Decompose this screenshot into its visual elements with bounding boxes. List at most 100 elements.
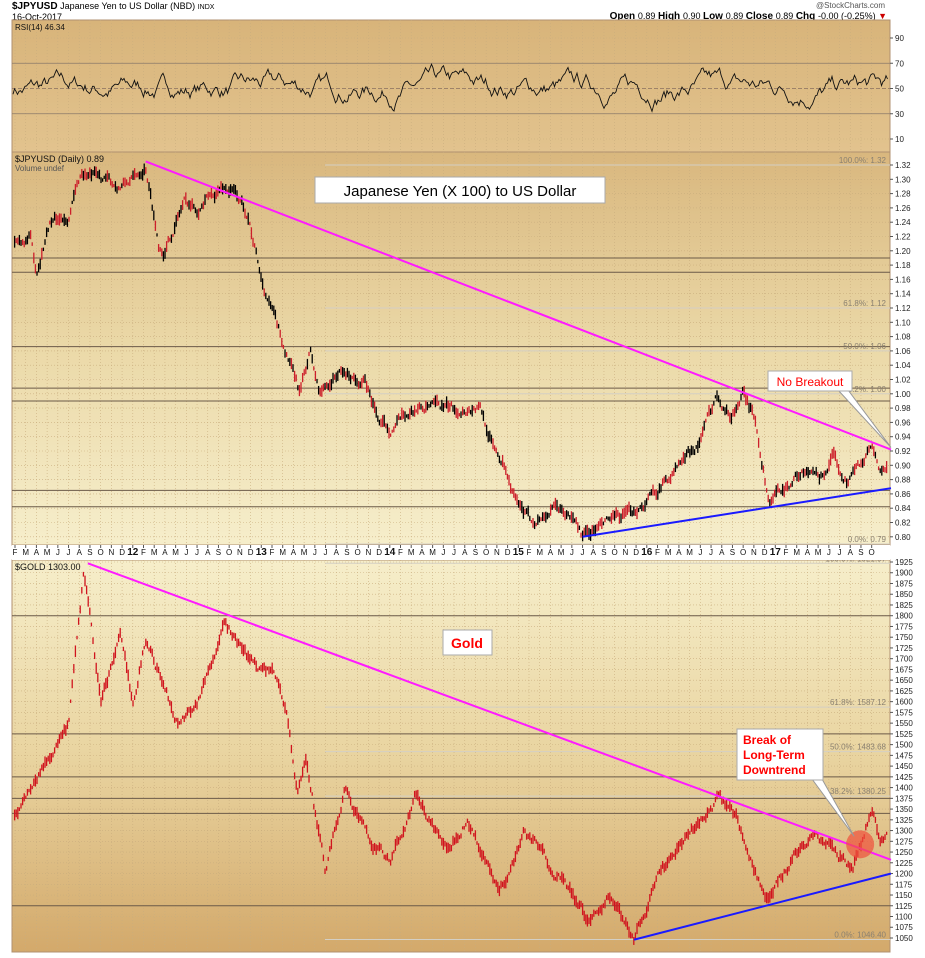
x-tick-label: F [13,548,18,557]
x-tick-label: J [441,548,445,557]
x-tick-label: A [805,548,811,557]
x-tick-label: O [355,548,361,557]
y-tick-label: 1.30 [895,175,911,184]
y-tick-label: 1925 [895,558,913,567]
y-tick-label: 0.96 [895,418,911,427]
y-tick-label: 1550 [895,719,913,728]
x-tick-label: J [838,548,842,557]
series-label: $JPYUSD (Daily) 0.89 [15,154,104,164]
quote-summary: Open 0.89 High 0.90 Low 0.89 Close 0.89 … [610,11,887,22]
x-tick-label: D [376,548,382,557]
x-tick-label: M [301,548,308,557]
x-tick-label: A [719,548,725,557]
x-tick-label: F [141,548,146,557]
pink-trendline [87,562,892,861]
x-tick-label: S [858,548,863,557]
x-tick-label: F [270,548,275,557]
x-tick-label: 12 [127,547,139,558]
x-tick-label: M [686,548,693,557]
quote-label: Open [609,11,638,22]
x-tick-label: A [419,548,425,557]
x-tick-label: N [237,548,243,557]
quote-label: Low [702,11,726,22]
y-tick-label: 1.10 [895,318,911,327]
y-tick-label: 1.12 [895,304,911,313]
x-tick-label: O [740,548,746,557]
quote-value: 0.89 [637,11,658,21]
y-tick-label: 30 [895,110,904,119]
x-tick-label: O [612,548,618,557]
x-tick-label: N [494,548,500,557]
quote-label: High [657,11,683,22]
y-tick-label: 1900 [895,569,913,578]
x-tick-label: J [709,548,713,557]
y-tick-label: 1.06 [895,347,911,356]
y-tick-label: 0.94 [895,433,911,442]
y-tick-label: 1800 [895,612,913,621]
x-tick-label: N [365,548,371,557]
breakout-highlight-circle [846,830,875,859]
fib-label: 50.0%: 1483.68 [830,743,887,752]
x-tick-label: M [279,548,286,557]
yen-chart-title: Japanese Yen (X 100) to US Dollar [344,183,577,200]
x-tick-label: A [162,548,168,557]
x-tick-label: J [827,548,831,557]
exchange: INDX [197,4,215,11]
x-tick-label: N [751,548,757,557]
panel-rsi [11,19,891,153]
fib-label: 100.0%: 1.32 [839,156,887,165]
y-tick-label: 1225 [895,859,913,868]
y-tick-label: 1.04 [895,361,911,370]
x-tick-label: 15 [513,547,525,558]
y-tick-label: 0.80 [895,533,911,542]
fib-label: 38.2%: 1380.25 [830,787,887,796]
break-annotation-line: Break of [743,733,792,747]
y-tick-label: 1075 [895,923,913,932]
x-tick-label: J [581,548,585,557]
y-tick-label: 1050 [895,934,913,943]
y-tick-label: 1.24 [895,218,911,227]
y-tick-label: 1500 [895,741,913,750]
y-tick-label: 1.20 [895,247,911,256]
y-tick-label: 1750 [895,633,913,642]
y-tick-label: 1475 [895,751,913,760]
x-tick-label: O [483,548,489,557]
fib-label: 38.2%: 1.00 [843,385,886,394]
y-tick-label: 10 [895,135,904,144]
x-tick-label: A [291,548,297,557]
y-tick-label: 1.00 [895,390,911,399]
y-tick-label: 1200 [895,870,913,879]
quote-value: -0.00 (-0.25%) [818,11,879,21]
x-tick-label: O [98,548,104,557]
x-tick-label: A [591,548,597,557]
y-tick-label: 1300 [895,827,913,836]
x-tick-label: A [462,548,468,557]
y-tick-label: 0.98 [895,404,911,413]
y-tick-label: 1.22 [895,233,911,242]
panel-jpyusd [11,151,891,546]
y-tick-label: 1.14 [895,290,911,299]
break-annotation-line: Long-Term [743,748,805,762]
y-tick-label: 0.88 [895,476,911,485]
x-tick-label: 17 [770,547,782,558]
y-tick-label: 0.86 [895,490,911,499]
callout-box [736,728,824,781]
y-tick-label: 1400 [895,784,913,793]
quote-label: Chg [795,11,819,22]
y-tick-label: 1525 [895,730,913,739]
x-tick-label: M [151,548,158,557]
y-tick-label: 1450 [895,762,913,771]
quote-value: 0.90 [682,11,703,21]
break-annotation-line: Downtrend [743,763,806,777]
rsi-label: RSI(14) 46.34 [15,23,65,32]
x-tick-label: N [108,548,114,557]
blue-trendline [633,872,892,941]
x-tick-label: A [34,548,40,557]
x-tick-label: D [248,548,254,557]
y-tick-label: 1425 [895,773,913,782]
y-tick-label: 1725 [895,644,913,653]
y-tick-label: 70 [895,59,904,68]
x-tick-label: M [815,548,822,557]
y-tick-label: 1650 [895,676,913,685]
